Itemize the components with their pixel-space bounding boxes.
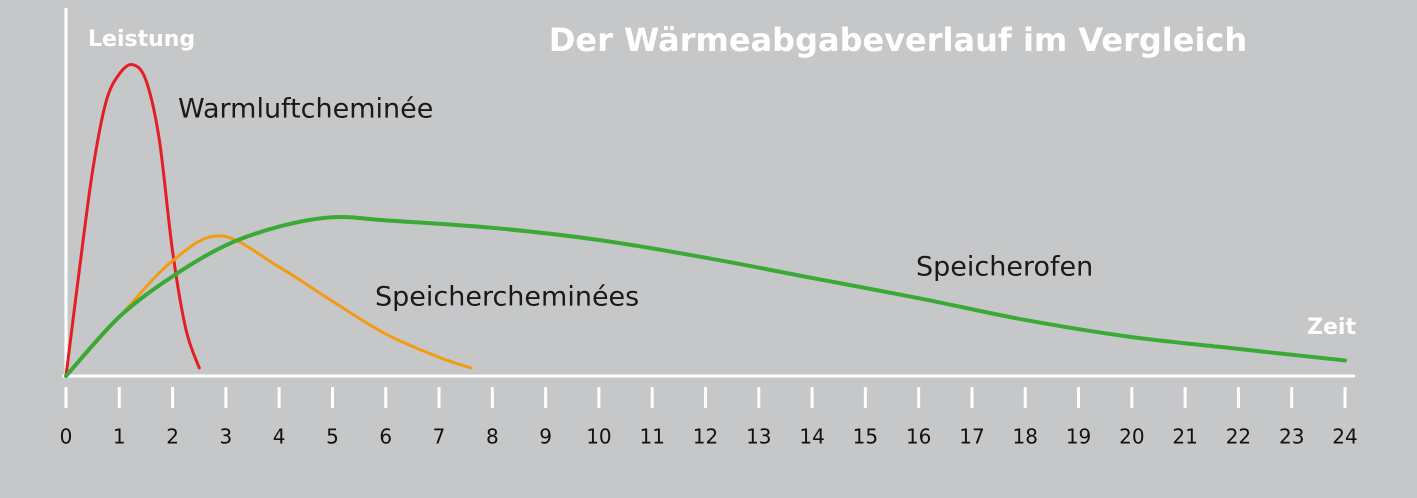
x-tick-label: 8 [486,425,499,449]
x-tick-label: 17 [959,425,984,449]
x-tick-label: 23 [1279,425,1304,449]
x-tick-label: 22 [1226,425,1251,449]
x-tick-label: 3 [220,425,233,449]
x-tick-label: 19 [1066,425,1091,449]
x-tick-label: 20 [1119,425,1144,449]
x-tick-label: 2 [166,425,179,449]
x-tick-label: 24 [1332,425,1357,449]
x-tick-label: 7 [433,425,446,449]
x-tick-label: 15 [853,425,878,449]
series-label: Warmluftcheminée [178,94,433,125]
x-tick-label: 10 [586,425,611,449]
series-label: Speichercheminées [375,282,639,313]
series-line [64,63,201,378]
x-tick-label: 9 [539,425,552,449]
chart-title: Der Wärmeabgabeverlauf im Vergleich [549,21,1247,59]
x-tick-label: 13 [746,425,771,449]
x-tick-label: 1 [113,425,126,449]
series-label: Speicherofen [916,252,1093,283]
x-tick-label: 4 [273,425,286,449]
x-tick-label: 12 [693,425,718,449]
x-tick-label: 16 [906,425,931,449]
series-line [64,214,1347,378]
x-tick-label: 11 [639,425,664,449]
x-tick-label: 14 [799,425,824,449]
x-tick-label: 6 [379,425,392,449]
x-tick-label: 5 [326,425,339,449]
x-tick-label: 18 [1013,425,1038,449]
series-line [64,234,473,378]
y-axis-label: Leistung [88,27,195,52]
x-axis-label: Zeit [1307,315,1356,340]
x-tick-label: 21 [1172,425,1197,449]
x-tick-label: 0 [60,425,73,449]
